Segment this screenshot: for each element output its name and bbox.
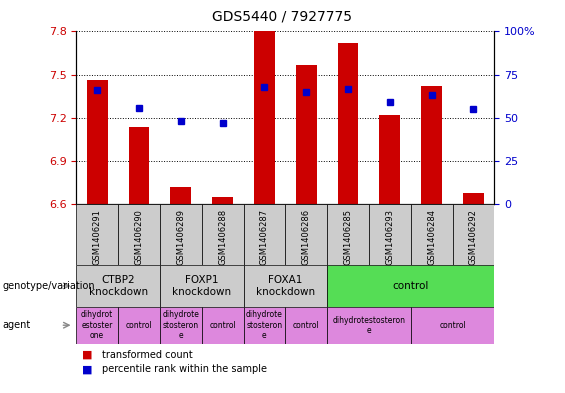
Bar — [87, 81, 107, 204]
Text: control: control — [209, 321, 236, 330]
Text: FOXP1
knockdown: FOXP1 knockdown — [172, 275, 231, 297]
Text: GSM1406293: GSM1406293 — [385, 209, 394, 265]
Text: genotype/variation: genotype/variation — [3, 281, 95, 291]
Bar — [421, 86, 442, 204]
Bar — [76, 204, 118, 265]
Text: GDS5440 / 7927775: GDS5440 / 7927775 — [212, 10, 353, 24]
Bar — [369, 204, 411, 265]
Bar — [244, 307, 285, 344]
Text: ■: ■ — [82, 364, 93, 374]
Bar — [202, 307, 244, 344]
Bar — [160, 265, 244, 307]
Bar — [380, 115, 400, 204]
Bar — [327, 204, 369, 265]
Text: percentile rank within the sample: percentile rank within the sample — [102, 364, 267, 374]
Text: GSM1406287: GSM1406287 — [260, 209, 269, 265]
Bar — [411, 307, 494, 344]
Text: control: control — [125, 321, 153, 330]
Text: CTBP2
knockdown: CTBP2 knockdown — [89, 275, 147, 297]
Bar — [171, 187, 191, 204]
Text: GSM1406292: GSM1406292 — [469, 209, 478, 265]
Text: control: control — [439, 321, 466, 330]
Bar — [411, 204, 453, 265]
Text: control: control — [293, 321, 320, 330]
Bar — [244, 265, 327, 307]
Text: dihydrotestosteron
e: dihydrotestosteron e — [332, 316, 406, 335]
Text: control: control — [393, 281, 429, 291]
Bar — [453, 204, 494, 265]
Bar — [285, 307, 327, 344]
Text: GSM1406286: GSM1406286 — [302, 209, 311, 265]
Text: GSM1406289: GSM1406289 — [176, 209, 185, 265]
Bar — [212, 197, 233, 204]
Text: GSM1406285: GSM1406285 — [344, 209, 353, 265]
Bar — [327, 307, 411, 344]
Text: dihydrote
stosteron
e: dihydrote stosteron e — [162, 310, 199, 340]
Text: ■: ■ — [82, 350, 93, 360]
Bar — [160, 204, 202, 265]
Text: dihydrote
stosteron
e: dihydrote stosteron e — [246, 310, 283, 340]
Text: GSM1406290: GSM1406290 — [134, 209, 144, 265]
Text: GSM1406288: GSM1406288 — [218, 209, 227, 265]
Bar — [118, 204, 160, 265]
Bar — [327, 265, 494, 307]
Bar — [338, 43, 359, 204]
Bar — [160, 307, 202, 344]
Bar — [296, 64, 316, 204]
Text: GSM1406284: GSM1406284 — [427, 209, 436, 265]
Text: GSM1406291: GSM1406291 — [93, 209, 102, 265]
Bar — [285, 204, 327, 265]
Text: transformed count: transformed count — [102, 350, 193, 360]
Bar — [129, 127, 149, 204]
Bar — [76, 265, 160, 307]
Text: FOXA1
knockdown: FOXA1 knockdown — [256, 275, 315, 297]
Text: dihydrot
estoster
one: dihydrot estoster one — [81, 310, 114, 340]
Bar — [244, 204, 285, 265]
Bar — [202, 204, 244, 265]
Bar — [76, 307, 118, 344]
Text: agent: agent — [3, 320, 31, 330]
Bar — [463, 193, 484, 204]
Bar — [254, 31, 275, 204]
Bar — [118, 307, 160, 344]
